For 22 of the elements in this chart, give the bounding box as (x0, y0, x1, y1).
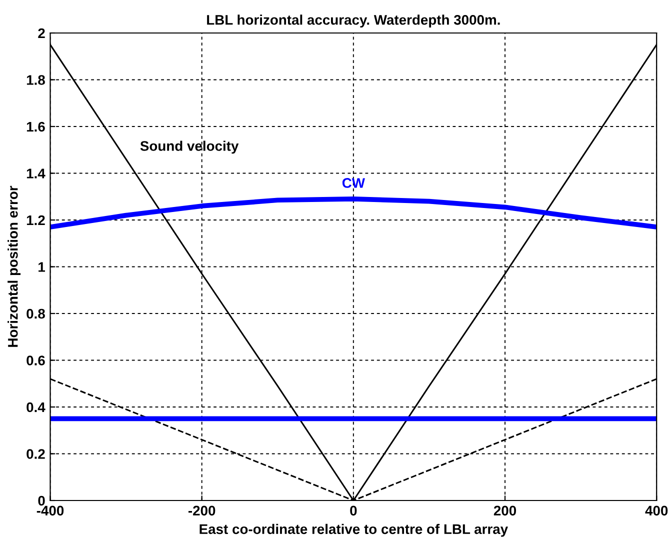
x-tick-label: -400 (36, 506, 64, 516)
series-label: CW (342, 178, 365, 188)
y-tick-label: 1.2 (26, 215, 45, 226)
y-tick-label: 1.8 (26, 75, 45, 85)
y-axis-title: Horizontal position error (8, 186, 21, 347)
x-tick-label: 200 (494, 506, 516, 516)
y-tick-label: 1.4 (26, 168, 46, 178)
line-series (50, 196, 657, 230)
series-label: Sound velocity (140, 140, 239, 154)
y-tick-label: 0.4 (26, 402, 46, 412)
x-tick-label: 400 (645, 506, 668, 516)
y-tick-label: 1.6 (26, 122, 45, 132)
chart-title: LBL horizontal accuracy. Waterdepth 3000m. (207, 14, 500, 28)
y-tick-label: 2 (38, 28, 45, 38)
y-tick-label: 0.2 (26, 449, 45, 459)
x-tick-label: -200 (188, 506, 216, 516)
x-tick-label: 0 (350, 506, 357, 516)
y-tick-label: 0 (38, 496, 45, 506)
y-tick-label: 0.8 (26, 308, 45, 319)
y-tick-label: 0.6 (26, 356, 45, 366)
y-tick-label: 1 (38, 262, 46, 272)
x-axis-title: East co-ordinate relative to centre of LBL array (200, 524, 508, 537)
